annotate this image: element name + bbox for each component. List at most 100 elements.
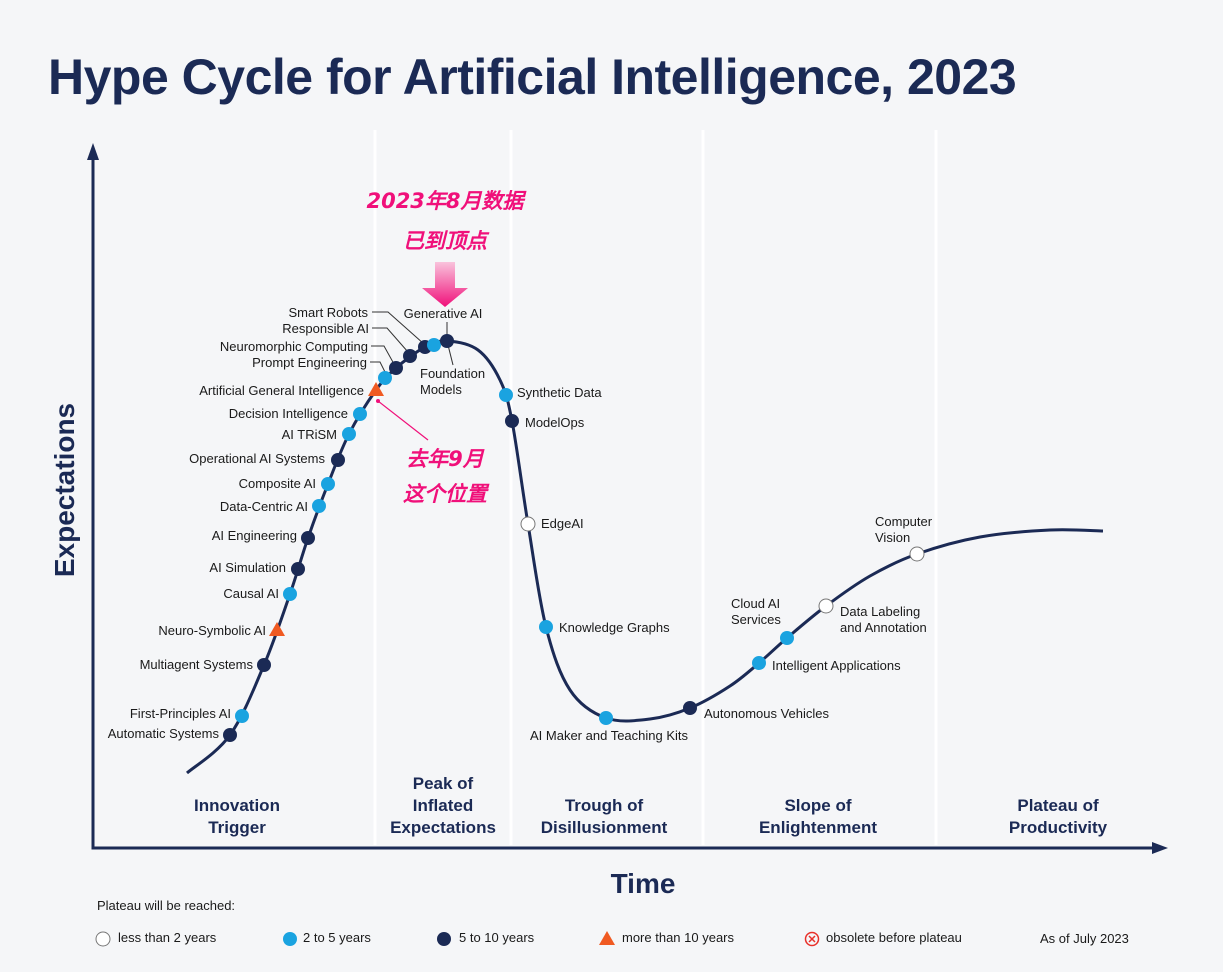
legend-marker-icon [283, 932, 297, 946]
technology-item[interactable]: AI Simulation [209, 560, 305, 576]
y-axis-arrow-icon [87, 143, 99, 160]
technology-item[interactable]: ModelOps [505, 414, 585, 430]
triangle-marker-icon [368, 382, 384, 396]
annotation: 2023年8月数据 已到顶点 去年9月 这个位置 [366, 189, 527, 506]
point-marker-icon [683, 701, 697, 715]
point-marker-icon [403, 349, 417, 363]
technology-label: AI Maker and Teaching Kits [530, 728, 689, 743]
x-axis-label: Time [611, 868, 676, 899]
technology-label: Cloud AI [731, 596, 780, 611]
technology-label: ModelOps [525, 415, 585, 430]
technology-item[interactable]: Smart Robots [289, 305, 432, 354]
legend-heading: Plateau will be reached: [97, 898, 235, 913]
technology-item[interactable]: Prompt Engineering [252, 355, 392, 385]
technology-label: Neuromorphic Computing [220, 339, 368, 354]
point-marker-icon [780, 631, 794, 645]
phase-label: Trough of [565, 796, 644, 815]
phase-label: Peak of [413, 774, 474, 793]
technology-label: Responsible AI [282, 321, 369, 336]
annotation-bottom-line2: 这个位置 [403, 482, 490, 506]
technology-item[interactable]: Operational AI Systems [189, 451, 345, 467]
phase-label: Slope of [784, 796, 851, 815]
technology-label: and Annotation [840, 620, 927, 635]
technology-label: Data Labeling [840, 604, 920, 619]
technology-label: AI TRiSM [282, 427, 337, 442]
technology-item[interactable]: Neuro-Symbolic AI [158, 622, 285, 638]
point-marker-icon [520, 516, 536, 532]
legend-item: more than 10 years [599, 930, 735, 945]
legend-label: 2 to 5 years [303, 930, 371, 945]
point-marker-icon [752, 656, 766, 670]
technology-item[interactable]: Composite AI [239, 476, 335, 491]
technology-label: Automatic Systems [108, 726, 220, 741]
point-marker-icon [427, 338, 441, 352]
technology-label: Knowledge Graphs [559, 620, 670, 635]
technology-item[interactable]: AI Engineering [212, 528, 315, 545]
technology-item[interactable]: First-Principles AI [130, 706, 249, 723]
legend-item: 2 to 5 years [283, 930, 371, 946]
legend: Plateau will be reached: less than 2 yea… [95, 898, 1129, 947]
point-marker-icon [505, 414, 519, 428]
legend-label: less than 2 years [118, 930, 217, 945]
technology-item[interactable]: Causal AI [223, 586, 297, 601]
point-marker-icon [389, 361, 403, 375]
point-marker-icon [342, 427, 356, 441]
annotation-top-line2: 已到顶点 [403, 229, 490, 253]
point-marker-icon [291, 562, 305, 576]
legend-marker-icon [599, 931, 615, 945]
technology-item[interactable]: EdgeAI [520, 516, 584, 532]
technology-label: Decision Intelligence [229, 406, 348, 421]
technology-item[interactable]: Intelligent Applications [752, 656, 901, 673]
technology-item[interactable]: Responsible AI [282, 321, 417, 363]
technology-label: AI Engineering [212, 528, 297, 543]
legend-label: obsolete before plateau [826, 930, 962, 945]
technology-label: Neuro-Symbolic AI [158, 623, 266, 638]
technology-label: Artificial General Intelligence [199, 383, 364, 398]
legend-marker-icon [804, 931, 820, 947]
phase-label: Plateau of [1017, 796, 1099, 815]
phase-label: Disillusionment [541, 818, 668, 837]
technology-item[interactable]: Artificial General Intelligence [199, 382, 384, 398]
phase-label: Enlightenment [759, 818, 877, 837]
technology-points: Automatic Systems First-Principles AI Mult… [108, 305, 933, 743]
technology-item[interactable]: AI Maker and Teaching Kits [530, 711, 689, 743]
legend-item: obsolete before plateau [804, 930, 962, 947]
point-marker-icon [223, 728, 237, 742]
technology-item[interactable]: Knowledge Graphs [539, 620, 670, 635]
technology-item[interactable]: Data-Centric AI [220, 499, 326, 514]
technology-item[interactable]: Neuromorphic Computing [220, 339, 403, 375]
phase-label: Trigger [208, 818, 266, 837]
technology-item[interactable]: AI TRiSM [282, 427, 356, 442]
technology-label: Operational AI Systems [189, 451, 325, 466]
technology-label: Autonomous Vehicles [704, 706, 830, 721]
technology-label: AI Simulation [209, 560, 286, 575]
legend-item: 5 to 10 years [437, 930, 535, 946]
technology-label: EdgeAI [541, 516, 584, 531]
point-marker-icon [283, 587, 297, 601]
point-marker-icon [257, 658, 271, 672]
legend-marker-icon [437, 932, 451, 946]
technology-item[interactable]: Automatic Systems [108, 726, 237, 742]
point-marker-icon [539, 620, 553, 634]
technology-label: Foundation [420, 366, 485, 381]
annotation-top-line1: 2023年8月数据 [366, 189, 527, 213]
point-marker-icon [312, 499, 326, 513]
point-marker-icon [235, 709, 249, 723]
legend-item: less than 2 years [95, 930, 217, 947]
technology-item[interactable]: Multiagent Systems [140, 657, 271, 672]
phase-label: Innovation [194, 796, 280, 815]
point-marker-icon [599, 711, 613, 725]
technology-item[interactable]: Synthetic Data [499, 385, 602, 402]
technology-item[interactable]: Decision Intelligence [229, 406, 367, 421]
point-marker-icon [353, 407, 367, 421]
technology-item[interactable]: Autonomous Vehicles [683, 701, 830, 721]
as-of-date: As of July 2023 [1040, 931, 1129, 946]
point-marker-icon [818, 598, 834, 614]
point-marker-icon [440, 334, 454, 348]
technology-item[interactable]: Generative AI [404, 306, 483, 352]
